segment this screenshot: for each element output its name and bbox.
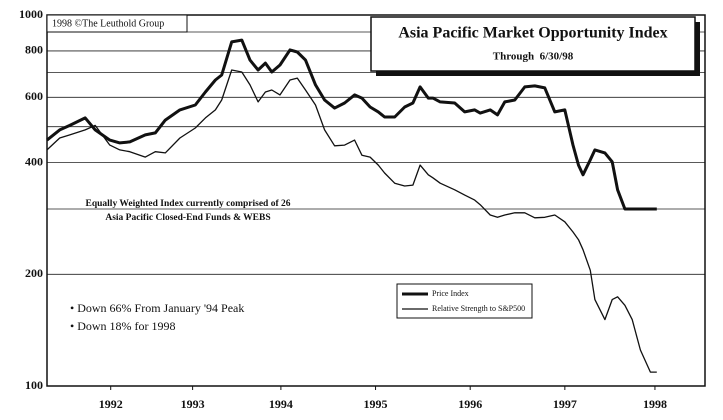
x-tick-label: 1995 — [364, 397, 388, 411]
note: • Down 18% for 1998 — [70, 319, 176, 333]
x-tick-label: 1997 — [553, 397, 577, 411]
y-tick-label: 800 — [25, 43, 43, 57]
y-tick-label: 1000 — [19, 7, 43, 21]
x-tick-label: 1996 — [458, 397, 482, 411]
legend — [396, 283, 533, 319]
chart-title: Asia Pacific Market Opportunity Index — [398, 25, 667, 42]
y-tick-label: 400 — [25, 154, 43, 168]
y-tick-label: 200 — [25, 266, 43, 280]
series-line — [46, 69, 657, 373]
series-line — [46, 38, 657, 211]
title-box — [370, 16, 696, 72]
legend-label: Price Index — [432, 289, 469, 298]
note: • Down 66% From January '94 Peak — [70, 301, 244, 315]
legend-entries: Price Index Relative Strength to S&P500 — [402, 289, 525, 313]
copyright: 1998 ©The Leuthold Group — [52, 18, 164, 29]
y-tick-label: 100 — [25, 378, 43, 392]
x-tick-label: 1992 — [99, 397, 123, 411]
y-tick-label: 600 — [25, 89, 43, 103]
plot-area — [46, 38, 657, 373]
legend-label: Relative Strength to S&P500 — [432, 304, 525, 313]
x-tick-label: 1998 — [643, 397, 667, 411]
copyright-box — [46, 14, 188, 33]
x-tick-label: 1993 — [181, 397, 205, 411]
x-tick-label: 1994 — [269, 397, 293, 411]
annotation: Equally Weighted Index currently compris… — [86, 199, 291, 209]
annotation: Asia Pacific Closed-End Funds & WEBS — [105, 213, 270, 223]
chart-subtitle: Through 6/30/98 — [493, 51, 574, 63]
